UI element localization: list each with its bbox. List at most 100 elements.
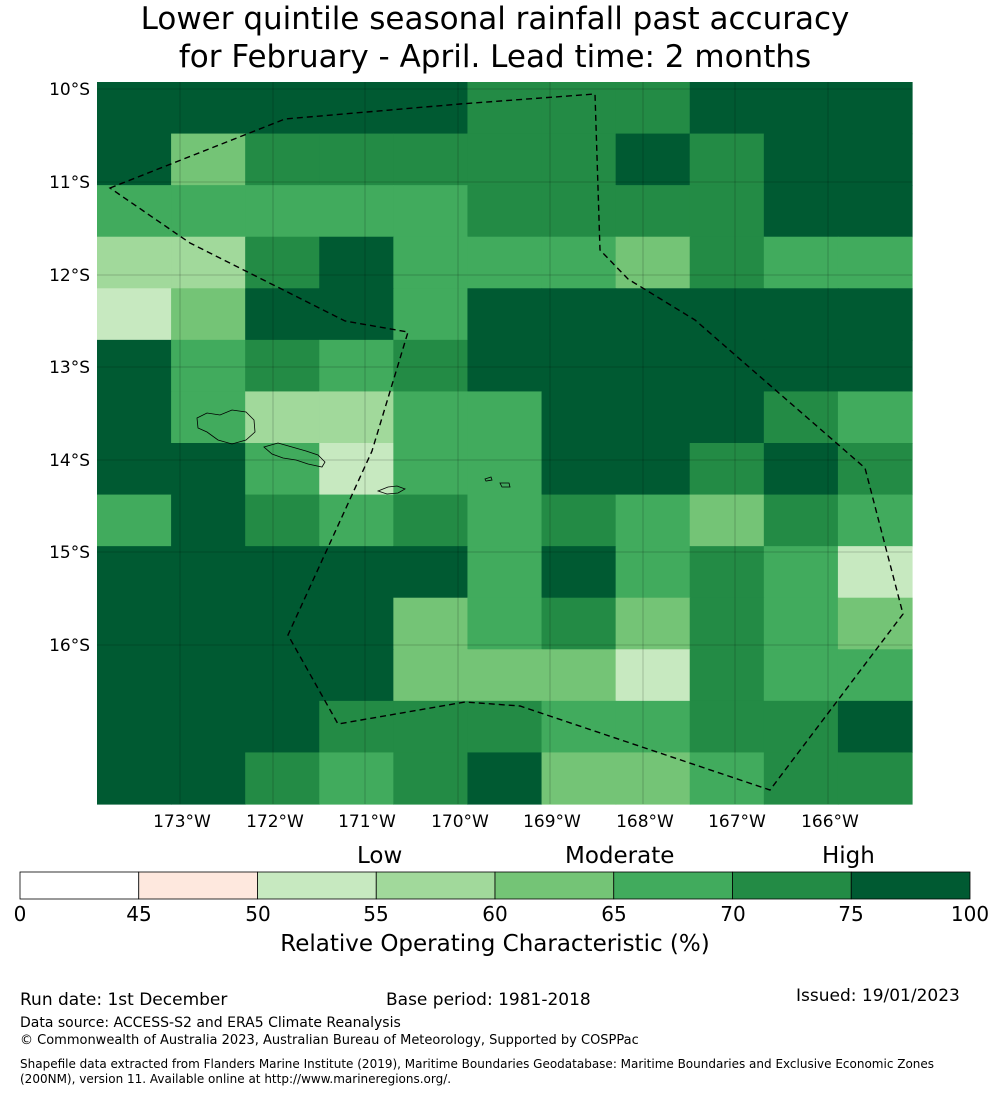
grid-cell: [245, 288, 320, 341]
grid-cell: [393, 288, 469, 341]
grid-cell: [171, 82, 246, 135]
grid-cell: [689, 339, 765, 393]
category-moderate: Moderate: [565, 843, 675, 869]
lon-label-172w: 172°W: [246, 812, 304, 832]
colorbar: [19, 871, 971, 900]
grid-cell: [97, 597, 172, 650]
grid-cell: [467, 288, 543, 341]
lon-label-170w: 170°W: [431, 812, 489, 832]
lat-label-15s: 15°S: [49, 543, 90, 563]
upolu-island: [263, 442, 326, 468]
grid-cell: [319, 494, 394, 547]
grid-cell: [689, 82, 765, 135]
grid-cell: [245, 546, 320, 599]
grid-cell: [689, 288, 765, 341]
grid-cell: [171, 185, 246, 238]
grid-cell: [245, 494, 320, 547]
grid-cell: [763, 391, 839, 444]
grid-cell: [319, 185, 394, 238]
grid-cell: [245, 82, 320, 135]
grid-cell: [97, 443, 172, 496]
grid-cell: [467, 185, 543, 238]
grid-cell: [837, 185, 913, 238]
shapefile-credit-line-2: (200NM), version 11. Available online at…: [20, 1072, 452, 1086]
lon-label-168w: 168°W: [616, 812, 674, 832]
colorbar-swatch: [850, 871, 971, 900]
title-line-1: Lower quintile seasonal rainfall past ac…: [140, 1, 850, 37]
grid-cell: [763, 443, 839, 496]
eez-boundary: [108, 93, 904, 791]
grid-cell: [689, 700, 765, 754]
grid-cell: [615, 494, 691, 547]
grid-cell: [245, 700, 320, 754]
grid-cell: [319, 236, 394, 289]
grid-cell: [393, 546, 469, 599]
tutuila-island: [376, 485, 406, 495]
grid-cell: [245, 185, 320, 238]
grid-cell: [763, 494, 839, 547]
grid-cell: [467, 494, 543, 547]
grid-cell: [393, 236, 469, 289]
grid-cell: [393, 133, 469, 186]
tick-100: 100: [950, 902, 990, 926]
grid-cell: [615, 339, 691, 393]
grid-cell: [319, 339, 394, 393]
grid-cell: [615, 546, 691, 599]
tick-75: 75: [838, 902, 864, 926]
grid-cell: [171, 649, 246, 702]
grid-cell: [393, 752, 469, 805]
grid-cell: [245, 443, 320, 496]
grid-cell: [171, 752, 246, 805]
tick-60: 60: [482, 902, 508, 926]
grid-cell: [763, 288, 839, 341]
grid-cell: [319, 443, 394, 496]
grid-cell: [467, 82, 543, 135]
grid-cell: [689, 185, 765, 238]
grid-cell: [467, 752, 543, 805]
grid-cell: [319, 700, 394, 754]
lat-label-11s: 11°S: [49, 173, 90, 193]
data-source: Data source: ACCESS-S2 and ERA5 Climate …: [20, 1015, 401, 1031]
grid-cell: [541, 546, 617, 599]
grid-cell: [97, 546, 172, 599]
grid-cell: [467, 236, 543, 289]
tick-55: 55: [363, 902, 389, 926]
grid-cell: [837, 752, 913, 805]
grid-cell: [541, 133, 617, 186]
grid-cell: [615, 597, 691, 650]
grid-cell: [393, 700, 469, 754]
grid-cell: [689, 546, 765, 599]
grid-cell: [97, 700, 172, 754]
grid-cell: [615, 288, 691, 341]
grid-cell: [689, 133, 765, 186]
grid-cell: [615, 649, 691, 702]
colorbar-swatch: [138, 871, 258, 900]
lon-label-171w: 171°W: [338, 812, 396, 832]
lat-label-13s: 13°S: [49, 358, 90, 378]
grid-cell: [615, 443, 691, 496]
tau-island: [499, 482, 511, 488]
grid-cell: [837, 649, 913, 702]
grid-cell: [763, 546, 839, 599]
grid-cell: [541, 391, 617, 444]
grid-cell: [319, 649, 394, 702]
grid-cell: [319, 752, 394, 805]
grid-cell: [393, 339, 469, 393]
grid-cell: [689, 597, 765, 650]
grid-cell: [171, 700, 246, 754]
grid-cell: [319, 288, 394, 341]
grid-cell: [393, 494, 469, 547]
grid-cell: [171, 443, 246, 496]
grid-cell: [615, 133, 691, 186]
title-line-2: for February - April. Lead time: 2 month…: [178, 39, 812, 75]
lon-label-169w: 169°W: [523, 812, 581, 832]
grid-cell: [97, 752, 172, 805]
grid-cell: [393, 185, 469, 238]
grid-cell: [245, 339, 320, 393]
grid-cell: [541, 236, 617, 289]
grid-cell: [467, 391, 543, 444]
grid-cell: [837, 494, 913, 547]
ofu-olosega-island: [484, 476, 493, 482]
grid-cell: [763, 597, 839, 650]
grid-cell: [615, 700, 691, 754]
